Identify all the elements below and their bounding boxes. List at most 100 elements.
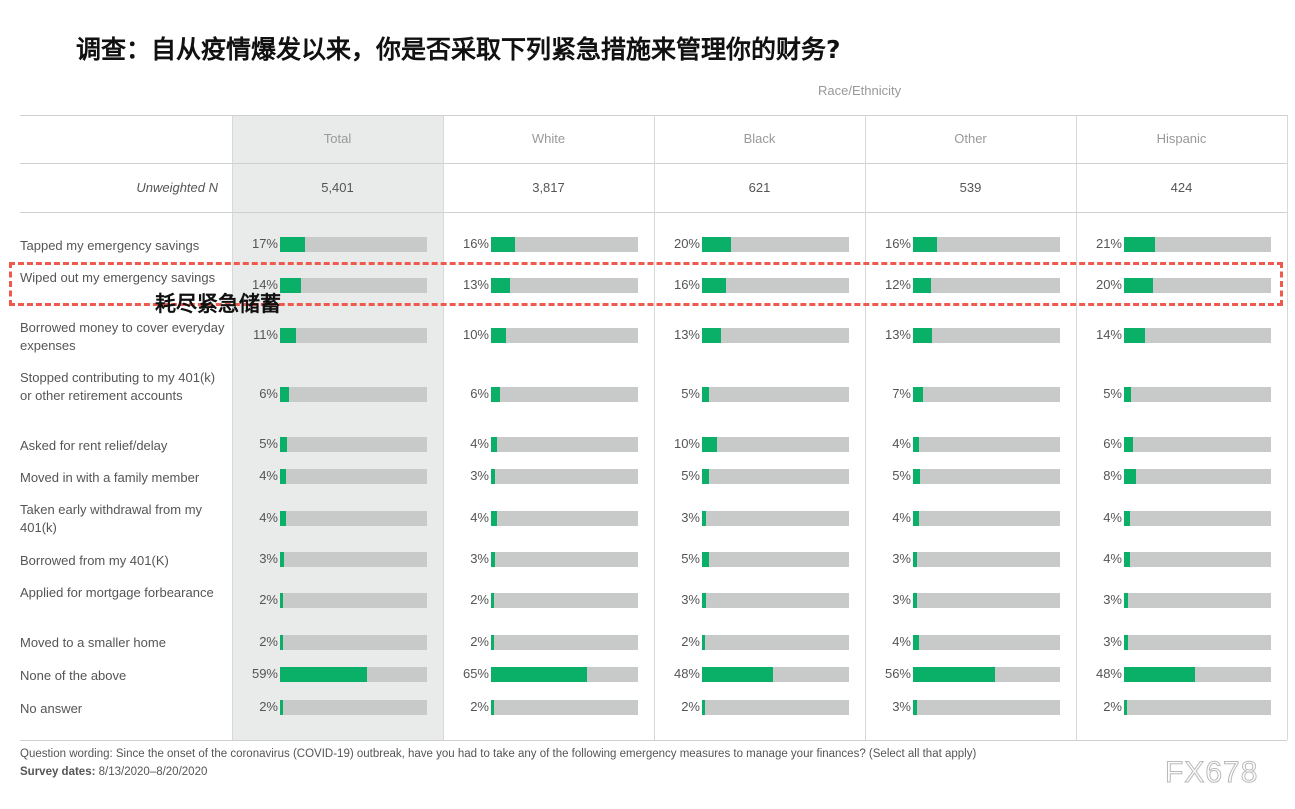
percent-label: 2% <box>259 634 278 649</box>
sample-size: 539 <box>959 180 982 195</box>
bar <box>913 328 932 343</box>
bar-track <box>280 469 427 484</box>
bar <box>280 635 283 650</box>
bar-track <box>280 278 427 293</box>
bar <box>491 511 497 526</box>
bar-track <box>280 593 427 608</box>
bar-track <box>280 635 427 650</box>
bar-track <box>491 700 638 715</box>
column-header: Black <box>743 131 776 146</box>
bar <box>491 278 510 293</box>
row-label: Borrowed money to cover everyday expense… <box>20 320 225 353</box>
bar <box>702 387 709 402</box>
bar <box>1124 387 1131 402</box>
percent-label: 3% <box>681 592 700 607</box>
bar <box>491 667 587 682</box>
row-label: No answer <box>20 701 83 716</box>
bar-track <box>1124 278 1271 293</box>
percent-label: 56% <box>884 666 911 681</box>
bar <box>491 328 506 343</box>
percent-label: 3% <box>259 551 278 566</box>
table-rule <box>20 115 1287 116</box>
bar-track <box>702 278 849 293</box>
percent-label: 16% <box>462 236 489 251</box>
percent-label: 2% <box>470 699 489 714</box>
percent-label: 20% <box>673 236 700 251</box>
column-divider <box>232 115 233 740</box>
bar-track <box>491 437 638 452</box>
bar <box>702 552 709 567</box>
column-header: Hispanic <box>1156 131 1207 146</box>
percent-label: 4% <box>1103 510 1122 525</box>
bar-track <box>913 387 1060 402</box>
bar <box>913 700 917 715</box>
sample-size: 3,817 <box>532 180 565 195</box>
percent-label: 5% <box>892 468 911 483</box>
percent-label: 3% <box>1103 634 1122 649</box>
bar <box>280 667 367 682</box>
percent-label: 48% <box>1095 666 1122 681</box>
bar-track <box>1124 469 1271 484</box>
bar-track <box>913 700 1060 715</box>
percent-label: 16% <box>884 236 911 251</box>
bar <box>702 237 731 252</box>
bar-track <box>280 552 427 567</box>
highlight-annotation: 耗尽紧急储蓄 <box>155 292 281 316</box>
bar-track <box>280 700 427 715</box>
bar-track <box>702 437 849 452</box>
bar-track <box>913 593 1060 608</box>
bar <box>280 328 296 343</box>
bar-track <box>1124 593 1271 608</box>
percent-label: 3% <box>892 551 911 566</box>
row-label: Borrowed from my 401(K) <box>20 553 169 568</box>
percent-label: 7% <box>892 386 911 401</box>
bar <box>491 593 494 608</box>
bar <box>1124 511 1130 526</box>
bar-track <box>913 552 1060 567</box>
percent-label: 4% <box>259 510 278 525</box>
percent-label: 3% <box>892 699 911 714</box>
table-rule <box>20 740 1287 741</box>
n-label: Unweighted N <box>136 180 218 195</box>
bar-track <box>702 593 849 608</box>
bar-track <box>1124 552 1271 567</box>
percent-label: 6% <box>1103 436 1122 451</box>
bar <box>280 469 286 484</box>
percent-label: 3% <box>1103 592 1122 607</box>
percent-label: 20% <box>1095 277 1122 292</box>
bar <box>702 437 717 452</box>
percent-label: 10% <box>462 327 489 342</box>
percent-label: 4% <box>1103 551 1122 566</box>
watermark: FX678 <box>1164 756 1259 790</box>
table-rule <box>20 212 1287 213</box>
percent-label: 5% <box>681 468 700 483</box>
bar <box>913 387 923 402</box>
bar-track <box>702 328 849 343</box>
bar-track <box>702 700 849 715</box>
bar-track <box>280 387 427 402</box>
bar <box>491 469 495 484</box>
percent-label: 5% <box>681 386 700 401</box>
percent-label: 3% <box>470 468 489 483</box>
row-label: Moved to a smaller home <box>20 635 166 650</box>
bar-track <box>491 667 638 682</box>
percent-label: 16% <box>673 277 700 292</box>
bar <box>491 437 497 452</box>
bar <box>913 437 919 452</box>
percent-label: 4% <box>892 634 911 649</box>
bar-track <box>491 469 638 484</box>
bar <box>1124 469 1136 484</box>
percent-label: 21% <box>1095 236 1122 251</box>
bar <box>702 328 721 343</box>
row-label: Asked for rent relief/delay <box>20 438 168 453</box>
bar <box>1124 328 1145 343</box>
bar-track <box>913 635 1060 650</box>
bar <box>702 635 705 650</box>
row-label: Moved in with a family member <box>20 470 200 485</box>
percent-label: 3% <box>470 551 489 566</box>
bar <box>913 511 919 526</box>
sample-size: 5,401 <box>321 180 354 195</box>
bar-track <box>280 511 427 526</box>
bar-track <box>702 511 849 526</box>
sample-size: 424 <box>1170 180 1193 195</box>
